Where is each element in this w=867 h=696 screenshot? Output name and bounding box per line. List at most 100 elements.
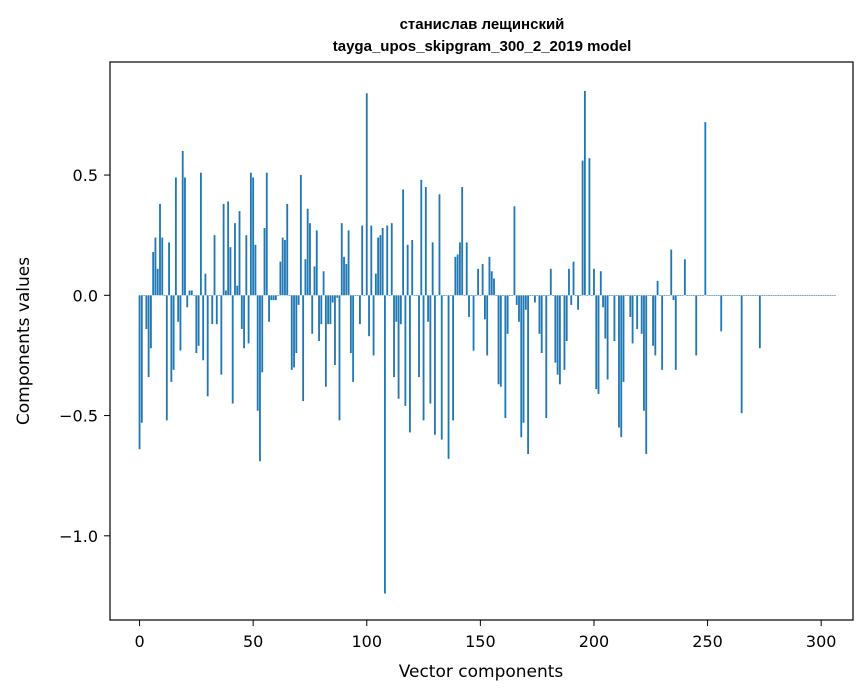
bar-170: [524, 295, 527, 310]
bar-206: [606, 295, 609, 380]
bar-287: [790, 295, 793, 296]
bar-59: [272, 295, 275, 301]
bar-129: [431, 242, 434, 296]
bar-10: [161, 237, 164, 296]
bar-249: [704, 122, 707, 296]
bar-242: [688, 295, 691, 296]
bar-197: [586, 295, 589, 296]
bar-300: [820, 295, 823, 296]
bar-68: [293, 295, 295, 368]
bar-115: [399, 295, 402, 325]
x-tick-label: 0: [134, 632, 144, 651]
bar-15: [172, 295, 175, 370]
bar-267: [745, 295, 748, 296]
bar-305: [831, 295, 834, 296]
bar-243: [690, 295, 693, 296]
bar-185: [558, 295, 561, 385]
bar-228: [656, 280, 659, 296]
bar-50: [252, 177, 255, 296]
bar-18: [179, 295, 182, 351]
bar-201: [595, 295, 598, 390]
bar-105: [377, 237, 380, 296]
bar-109: [386, 225, 389, 296]
bar-99: [363, 295, 366, 296]
bar-74: [306, 208, 309, 296]
bar-54: [261, 295, 264, 373]
bar-225: [649, 295, 652, 296]
bar-274: [761, 295, 764, 296]
bar-234: [670, 249, 673, 296]
bar-259: [727, 295, 729, 296]
bar-295: [808, 295, 811, 296]
bar-236: [674, 295, 677, 370]
bar-177: [540, 295, 543, 354]
bar-252: [711, 295, 714, 296]
bar-8: [156, 268, 159, 296]
bar-208: [611, 295, 614, 296]
bar-4: [147, 295, 150, 378]
bar-257: [722, 295, 725, 296]
bar-41: [231, 295, 234, 404]
bar-49: [249, 172, 252, 296]
bar-139: [454, 256, 457, 296]
bar-172: [529, 295, 532, 296]
bar-12: [165, 295, 168, 421]
bar-137: [449, 295, 452, 296]
bar-72: [302, 295, 305, 402]
bar-20: [184, 177, 186, 296]
bar-101: [368, 295, 370, 337]
bar-57: [268, 295, 270, 322]
bar-125: [422, 295, 425, 421]
bar-283: [781, 295, 784, 296]
bar-121: [413, 295, 416, 296]
bar-292: [802, 295, 804, 296]
bar-24: [193, 295, 195, 296]
bar-77: [313, 266, 316, 296]
bar-299: [818, 295, 820, 296]
bar-39: [227, 201, 230, 296]
bar-106: [379, 235, 382, 296]
bar-17: [177, 295, 180, 322]
bar-221: [640, 295, 643, 334]
bar-98: [361, 225, 364, 296]
bar-142: [461, 187, 464, 296]
bar-247: [699, 295, 702, 296]
bar-213: [622, 295, 625, 382]
bar-84: [329, 295, 332, 325]
bar-209: [613, 295, 616, 341]
bar-166: [515, 295, 518, 305]
bar-286: [788, 295, 791, 296]
chart-subtitle: tayga_upos_skipgram_300_2_2019 model: [333, 38, 632, 55]
bar-198: [588, 158, 591, 296]
bar-28: [202, 295, 205, 361]
bar-282: [779, 295, 782, 296]
bar-253: [713, 295, 716, 296]
bar-45: [240, 295, 243, 329]
bar-291: [799, 295, 802, 296]
bar-270: [752, 295, 754, 296]
bar-136: [447, 295, 450, 459]
bar-193: [577, 295, 579, 310]
bar-171: [527, 295, 529, 455]
bar-52: [256, 295, 259, 411]
bar-34: [215, 295, 218, 325]
bar-38: [224, 290, 227, 296]
bar-107: [381, 227, 384, 296]
bar-132: [438, 194, 441, 296]
bar-202: [597, 295, 600, 394]
bar-232: [665, 295, 668, 296]
bar-60: [274, 295, 277, 301]
bar-64: [284, 239, 286, 296]
bar-91: [345, 264, 348, 296]
y-axis-label: Components values: [14, 257, 34, 425]
bar-294: [806, 295, 809, 296]
bar-194: [579, 295, 582, 296]
bar-78: [315, 230, 318, 296]
bar-83: [327, 295, 330, 325]
bar-264: [738, 295, 741, 296]
bar-58: [270, 295, 273, 301]
bar-62: [279, 261, 282, 296]
bar-44: [238, 211, 241, 296]
bar-85: [331, 295, 334, 303]
bar-293: [804, 295, 807, 296]
